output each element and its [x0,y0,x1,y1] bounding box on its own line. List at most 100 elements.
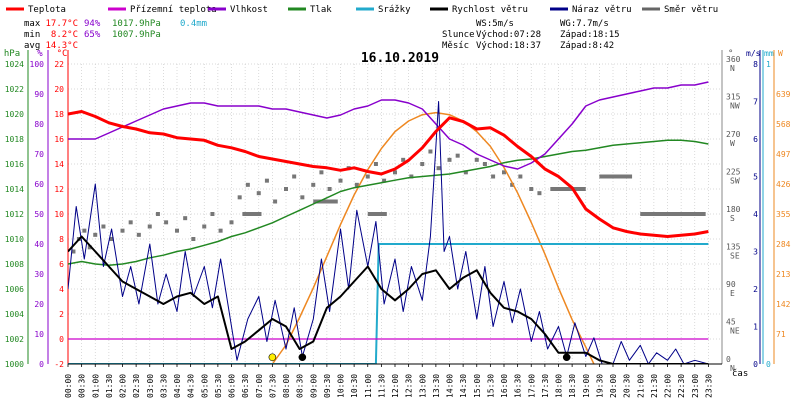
stats-max-temp: 17.7°C [45,19,78,29]
x-tick-label: 14:30 [459,374,468,398]
pressure-tick-label: 1024 [5,60,24,69]
humidity-tick-label: 90 [34,90,44,99]
x-tick-label: 23:00 [691,374,700,398]
x-tick-label: 22:30 [677,374,686,398]
legend: Teplota Přízemní teplota Vlhkost Tlak Srážky… [6,5,718,15]
pressure-tick-label: 1010 [5,235,24,244]
wind-direction-point [409,174,414,179]
x-tick-label: 17:30 [541,374,550,398]
humidity-tick-label: 60 [34,180,44,189]
stats-avg-temp: 14.3°C [45,41,78,51]
wind-direction-point [256,191,261,196]
x-tick-label: 21:30 [650,374,659,398]
info-sunset: Západ:18:15 [560,30,620,40]
solar-tick-label: 568 [776,120,791,129]
direction-tick-label: 270 [726,130,741,139]
plot-area [68,81,709,364]
wind-direction-point [101,224,106,229]
wind-direction-bar [313,199,338,204]
direction-compass-label: S [730,214,735,223]
pressure-tick-label: 1018 [5,135,24,144]
wind-direction-point [463,170,468,175]
direction-compass-label: SE [730,252,740,261]
x-tick-label: 08:30 [296,374,305,398]
temperature-unit-label: °C [57,49,68,59]
rain-tick-label: 1 [766,60,771,69]
legend-label: Směr větru [664,5,718,15]
x-tick-label: 16:00 [500,374,509,398]
wind-direction-point [447,157,452,162]
temperature-series-line [68,110,709,238]
wind-direction-bar [367,212,387,216]
direction-tick-label: 0 [726,355,731,364]
stats-min-label: min [24,30,40,40]
pressure-tick-label: 1008 [5,260,24,269]
x-tick-label: 10:30 [350,374,359,398]
legend-label: Srážky [378,5,411,15]
x-tick-label: 04:30 [187,374,196,398]
direction-compass-label: NE [730,327,740,336]
wind-direction-point [393,170,397,175]
x-tick-label: 00:00 [64,374,73,398]
x-tick-label: 08:00 [282,374,291,398]
stats-min-hum: 65% [84,30,101,40]
pressure-tick-label: 1014 [5,185,24,194]
x-tick-label: 11:00 [364,374,373,398]
solar-tick-label: 213 [776,270,791,279]
pressure-tick-label: 1012 [5,210,24,219]
wind-tick-label: 1 [753,323,758,332]
direction-compass-label: W [730,139,735,148]
x-tick-label: 07:00 [255,374,264,398]
wind-direction-point [436,166,441,171]
temperature-tick-label: 20 [54,85,64,94]
x-tick-label: 12:30 [405,374,414,398]
x-tick-label: 05:00 [200,374,209,398]
x-tick-label: 18:00 [555,374,564,398]
wind-direction-point [191,237,196,241]
legend-label: Přízemní teplota [130,5,217,15]
pressure-tick-label: 1022 [5,85,24,94]
wind-direction-point [273,199,278,204]
wind-direction-point [87,245,92,250]
wind-direction-point [382,178,387,183]
pressure-tick-label: 1000 [5,360,24,369]
wind-direction-point [365,174,370,179]
direction-unit-label: ° [728,49,733,59]
x-tick-label: 10:00 [337,374,346,398]
wind-direction-point [428,149,433,154]
wind-direction-point [136,232,141,237]
wind-direction-point [93,232,98,237]
wind-direction-point [120,228,125,233]
x-tick-label: 01:00 [91,374,100,398]
wind-direction-point [401,157,406,162]
wind-direction-point [420,162,425,166]
wind-direction-bar [550,187,586,191]
event-marker [562,353,571,362]
wind-direction-point [128,220,133,225]
wind-direction-point [502,170,506,175]
rain-series-line [68,243,709,364]
x-tick-label: 04:00 [173,374,182,398]
x-axis: 00:00 00:30 01:00 01:30 02:00 02:30 03:00 03:30… [64,363,748,398]
wind-direction-bar [640,212,706,216]
humidity-tick-label: 50 [34,210,44,219]
legend-label: Náraz větru [572,5,632,15]
temperature-tick-label: 16 [54,135,64,144]
wind-direction-point [338,178,343,183]
x-tick-label: 21:00 [636,374,645,398]
wind-direction-point [491,174,496,179]
wind-direction-point [155,212,160,216]
x-tick-label: 19:30 [595,374,604,398]
x-tick-label: 06:00 [228,374,237,398]
info-moon-label: Měsíc [442,41,469,51]
wind-direction-point [229,220,234,225]
event-marker [268,353,277,362]
x-tick-label: 15:00 [473,374,482,398]
solar-tick-label: 71 [776,330,786,339]
x-tick-label: 05:30 [214,374,223,398]
direction-tick-label: 315 [726,93,741,102]
direction-compass-label: N [730,364,735,373]
wind-direction-point [237,195,242,200]
pressure-tick-label: 1002 [5,335,24,344]
